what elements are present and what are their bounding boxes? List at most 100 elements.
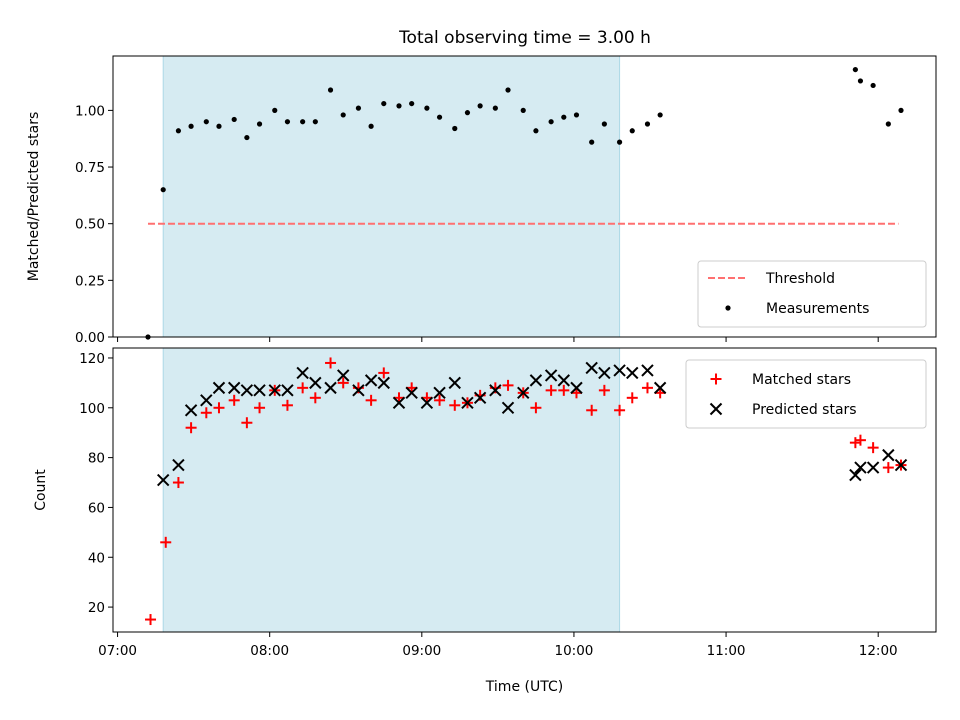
measurement-point <box>188 123 194 129</box>
predicted-star-point <box>324 381 337 395</box>
time-x-axis-label: Time (UTC) <box>485 679 563 695</box>
matched-star-point <box>337 377 349 389</box>
matched-star-point <box>185 422 197 434</box>
measurement-point <box>533 128 539 134</box>
measurement-point <box>216 123 222 129</box>
predicted-star-point <box>268 384 281 397</box>
predicted-star-point <box>501 401 515 414</box>
predicted-star-point <box>894 458 908 472</box>
predicted-star-point <box>489 384 502 397</box>
predicted-stars-series <box>156 361 908 487</box>
predicted-star-point <box>461 396 474 410</box>
legend-measurements-swatch <box>725 305 731 311</box>
measurement-point <box>477 103 483 109</box>
count-y-tick-label: 80 <box>88 451 105 467</box>
measurement-point <box>231 116 237 123</box>
count-panel: 20 40 60 80 100 120 07:00 08:00 09:00 10:00 11:00… <box>33 347 937 695</box>
measurement-point <box>284 119 291 125</box>
matched-star-point <box>867 442 879 454</box>
legend-measurements-label: Measurements <box>766 301 869 317</box>
predicted-star-point <box>212 381 226 395</box>
matched-star-point <box>626 392 638 404</box>
predicted-star-point <box>448 376 461 390</box>
count-y-tick-label: 60 <box>88 500 105 516</box>
predicted-star-point <box>544 369 558 382</box>
ratio-y-tick-label: 0.75 <box>75 160 105 176</box>
predicted-star-point <box>352 384 365 397</box>
legend-predicted-label: Predicted stars <box>752 402 857 418</box>
measurement-point <box>589 139 595 145</box>
measurement-point <box>244 134 250 141</box>
count-y-tick-label: 120 <box>79 351 105 367</box>
ratio-y-tick-label: 1.00 <box>75 103 105 119</box>
measurement-point <box>644 121 651 127</box>
predicted-star-point <box>517 386 530 400</box>
legend-matched-label: Matched stars <box>752 372 851 388</box>
ratio-y-tick-label: 0.00 <box>75 330 105 346</box>
predicted-star-point <box>626 366 639 380</box>
count-y-tick-label: 40 <box>88 550 105 566</box>
predicted-star-point <box>653 381 667 395</box>
count-legend-box <box>685 359 927 429</box>
measurement-point <box>175 128 182 134</box>
measurement-point <box>464 110 471 116</box>
matched-star-point <box>281 399 293 411</box>
ratio-panel: 0.00 0.25 0.50 0.75 1.00 Matched/Predicted s… <box>26 55 937 346</box>
measurement-point <box>505 87 511 93</box>
predicted-star-point <box>227 381 241 395</box>
predicted-star-point <box>253 384 266 397</box>
measurement-point <box>616 139 623 145</box>
predicted-star-point <box>882 448 895 462</box>
chart-title: Total observing time = 3.00 h <box>398 28 651 48</box>
count-y-tick-label: 20 <box>88 600 105 616</box>
predicted-star-point <box>529 374 543 387</box>
predicted-star-point <box>854 461 867 474</box>
measurement-point <box>368 123 374 129</box>
predicted-star-point <box>240 384 254 397</box>
count-y-tick-label: 100 <box>79 401 105 417</box>
time-x-tick-label: 10:00 <box>554 643 593 659</box>
time-x-tick-label: 09:00 <box>402 643 441 659</box>
measurement-point <box>885 121 891 127</box>
matched-star-point <box>641 382 653 394</box>
measurement-point <box>573 112 580 118</box>
matched-star-point <box>309 392 321 404</box>
legend-threshold-label: Threshold <box>765 271 835 287</box>
matched-star-point <box>200 407 212 419</box>
legend-predicted-marker <box>709 402 723 416</box>
predicted-star-point <box>557 374 571 387</box>
measurement-point <box>561 114 567 120</box>
matched-star-point <box>545 384 557 396</box>
predicted-star-point <box>281 384 294 397</box>
predicted-star-point <box>296 366 309 380</box>
measurement-point <box>601 121 607 127</box>
measurement-point <box>870 82 876 89</box>
ratio-y-axis-label: Matched/Predicted stars <box>26 112 42 282</box>
count-legend: Matched stars Predicted stars <box>685 359 927 429</box>
matched-star-point <box>213 402 225 414</box>
measurement-point <box>492 105 498 111</box>
observing-window-shade <box>162 55 621 338</box>
measurement-point <box>381 100 387 107</box>
predicted-star-point <box>585 361 598 375</box>
measurement-point <box>436 114 443 120</box>
measurement-point <box>657 112 663 118</box>
matched-star-point <box>378 367 390 379</box>
measurement-point <box>160 187 166 193</box>
measurement-point <box>300 119 306 125</box>
measurement-point <box>203 119 209 125</box>
predicted-star-point <box>364 374 378 387</box>
measurement-point <box>312 119 318 125</box>
measurement-point <box>548 119 554 125</box>
matched-star-point <box>614 404 626 416</box>
time-x-tick-label: 08:00 <box>250 643 289 659</box>
measurement-point <box>256 121 263 127</box>
legend-matched-swatch <box>710 373 722 385</box>
legend-matched-marker <box>710 373 722 385</box>
matched-star-point <box>502 379 514 391</box>
matched-star-point <box>297 382 309 394</box>
matched-star-point <box>530 402 542 414</box>
matched-star-point <box>434 394 446 406</box>
legend-predicted-swatch <box>709 402 723 416</box>
